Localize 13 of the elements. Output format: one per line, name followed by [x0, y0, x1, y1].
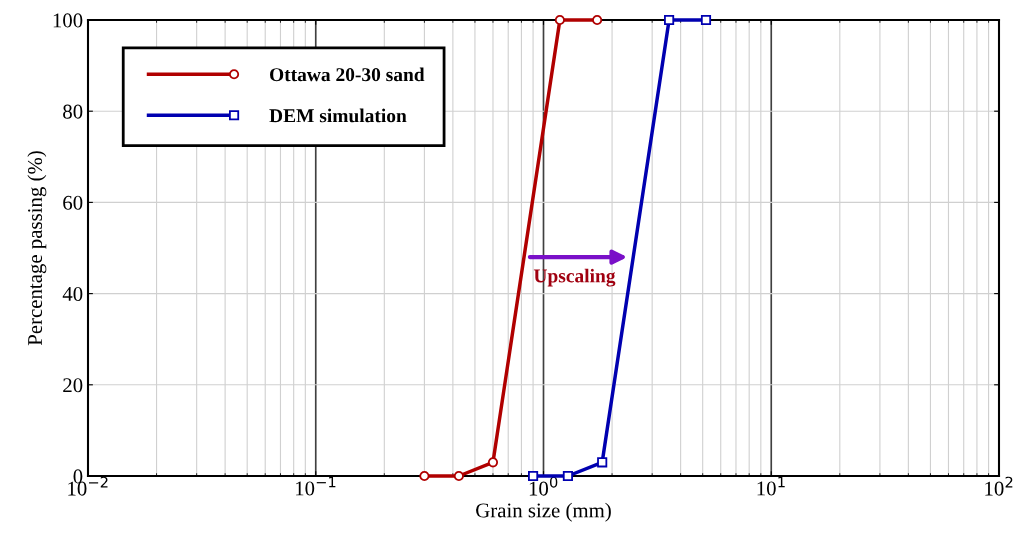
legend-label: DEM simulation [269, 108, 407, 123]
x-axis-title: Grain size (mm) [476, 502, 611, 522]
legend-label: Ottawa 20-30 sand [270, 67, 425, 82]
x-tick-label: 10$^{0}$ [529, 476, 558, 496]
y-axis-title: Percentage passing (%) [27, 151, 47, 346]
y-tick-label: 100 [53, 13, 83, 28]
x-tick-label: 10$^{−1}$ [296, 476, 336, 496]
x-tick-label: 10$^{1}$ [757, 476, 785, 496]
x-tick-label: 10$^{2}$ [985, 476, 1013, 496]
y-tick-label: 60 [63, 195, 83, 210]
y-tick-label: 80 [63, 104, 83, 119]
y-tick-label: 40 [62, 286, 83, 302]
y-tick-label: 20 [63, 378, 83, 393]
